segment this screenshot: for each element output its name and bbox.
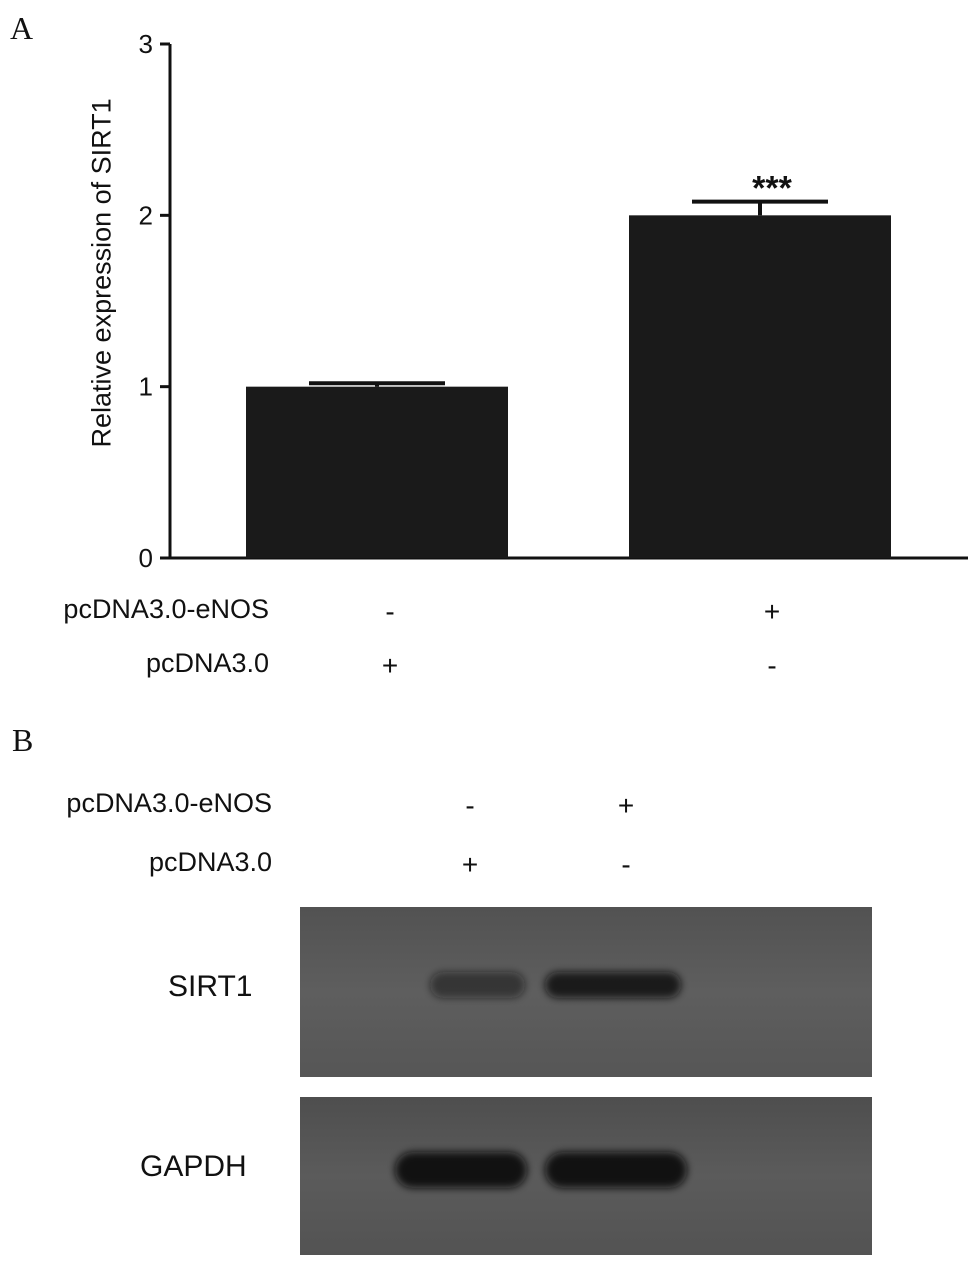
bar-1	[246, 386, 508, 558]
blot-label-sirt1: SIRT1	[168, 970, 253, 1003]
sign-b-enos-1: -	[465, 790, 475, 821]
band-gapdh-lane-2	[545, 1152, 687, 1188]
sign-b-vector-1: +	[461, 849, 479, 880]
bar-2	[629, 215, 891, 559]
condition-label-enos-b: pcDNA3.0-eNOS	[66, 788, 272, 818]
blot-label-gapdh: GAPDH	[140, 1150, 247, 1183]
error-bar-1	[309, 381, 445, 387]
band-sirt1-lane-1	[430, 972, 525, 998]
sign-a-enos-1: -	[385, 596, 395, 627]
y-axis-label: Relative expression of SIRT1	[86, 98, 117, 448]
condition-label-enos-a: pcDNA3.0-eNOS	[63, 594, 269, 624]
sign-b-vector-2: -	[621, 849, 631, 880]
band-gapdh-lane-1	[395, 1152, 527, 1188]
bar-chart: 0 1 2 3 ***	[139, 29, 968, 573]
condition-label-vector-a: pcDNA3.0	[145, 648, 269, 678]
y-tick-label: 0	[139, 543, 153, 573]
sign-b-enos-2: +	[617, 790, 635, 821]
blot-gapdh	[300, 1097, 872, 1255]
sign-a-vector-2: -	[767, 650, 777, 681]
blot-sirt1	[300, 907, 872, 1077]
condition-label-vector-b: pcDNA3.0	[148, 847, 272, 877]
y-tick-label: 1	[139, 372, 153, 402]
sign-a-vector-1: +	[381, 650, 399, 681]
error-bar-2	[692, 199, 828, 216]
sign-a-enos-2: +	[763, 596, 781, 627]
panel-letter-a: A	[10, 10, 34, 46]
y-tick-label: 3	[139, 29, 153, 59]
significance-marker: ***	[752, 170, 792, 208]
y-tick-label: 2	[139, 200, 153, 230]
panel-letter-b: B	[12, 722, 34, 758]
band-sirt1-lane-2	[545, 972, 681, 998]
